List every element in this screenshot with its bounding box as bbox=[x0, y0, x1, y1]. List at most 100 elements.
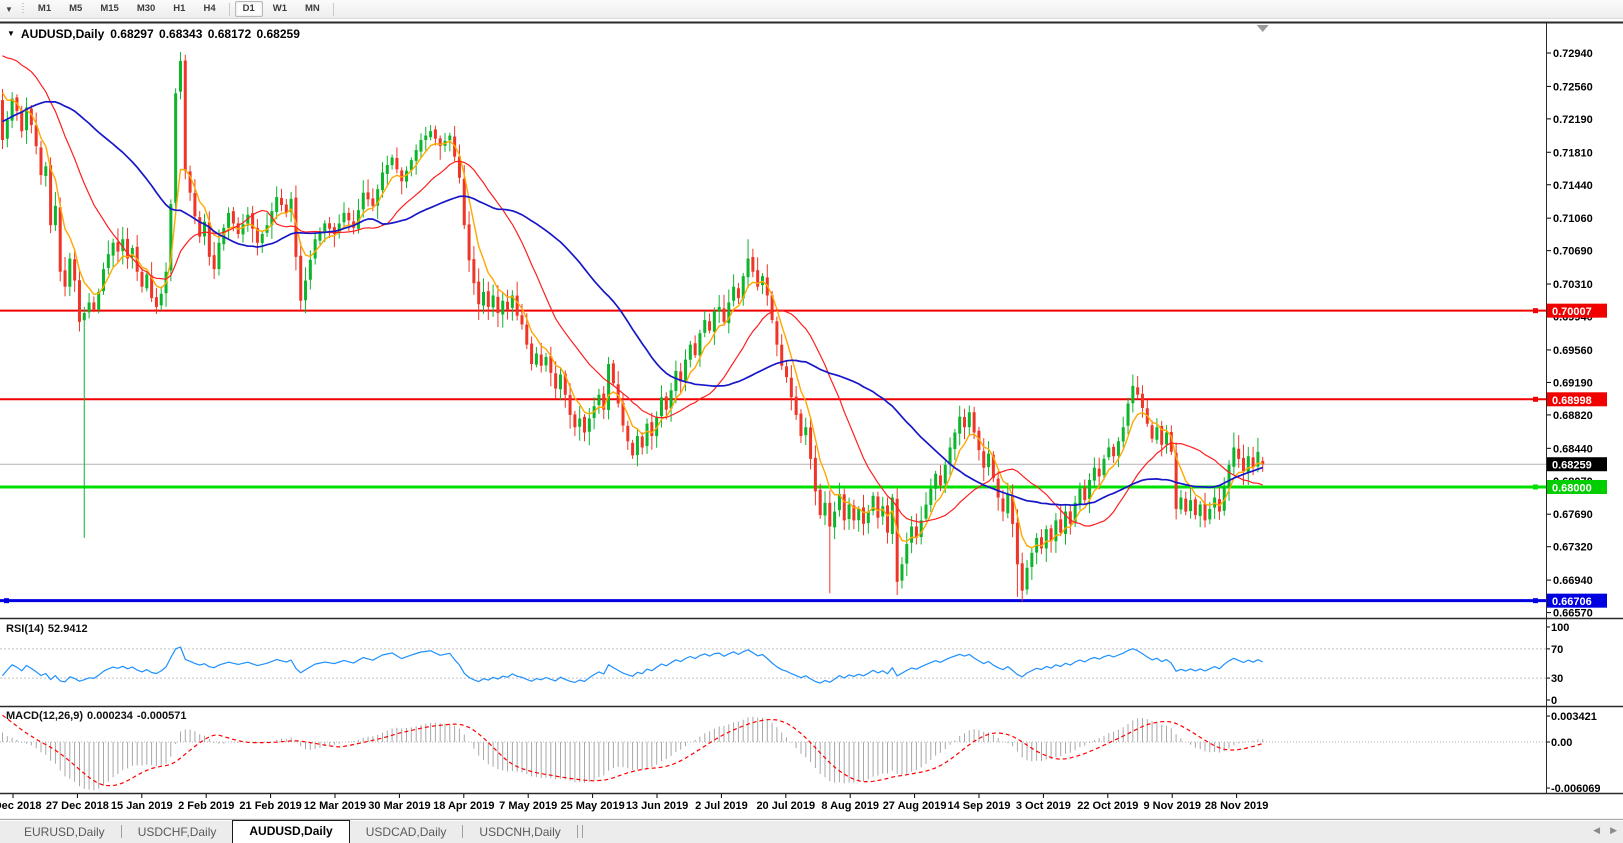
candle-body bbox=[241, 224, 245, 235]
candle-body bbox=[732, 286, 736, 301]
candle-body bbox=[1054, 520, 1058, 542]
candle-body bbox=[1001, 498, 1005, 512]
candle-body bbox=[645, 423, 649, 447]
candle-body bbox=[400, 170, 404, 182]
chart-plot-area[interactable] bbox=[0, 24, 1546, 617]
timeframe-button-h1[interactable]: H1 bbox=[173, 3, 186, 14]
candle-body bbox=[1208, 508, 1212, 520]
candle-body bbox=[255, 227, 259, 243]
candle-body bbox=[631, 442, 635, 456]
candle-body bbox=[174, 93, 178, 203]
ohlc-low: 0.68172 bbox=[207, 27, 252, 41]
candle-body bbox=[207, 222, 211, 257]
candle-body bbox=[967, 412, 971, 428]
candle-body bbox=[467, 224, 471, 261]
toolbar-grip-handle[interactable] bbox=[20, 3, 26, 15]
chart-shift-marker[interactable] bbox=[1256, 25, 1269, 32]
timeframe-button-w1[interactable]: W1 bbox=[272, 3, 288, 14]
candle-body bbox=[178, 60, 182, 92]
candle-body bbox=[958, 416, 962, 434]
timeframe-button-m5[interactable]: M5 bbox=[69, 3, 83, 14]
macd-signal-value: -0.000571 bbox=[136, 710, 187, 722]
time-axis-label: 7 May 2019 bbox=[499, 800, 557, 812]
price-badge-text: 0.66706 bbox=[1552, 596, 1592, 608]
time-axis-label: 15 Jan 2019 bbox=[111, 800, 173, 812]
time-axis-label: 20 Jul 2019 bbox=[756, 800, 815, 812]
ma-slow-line bbox=[2, 100, 1263, 506]
candle-body bbox=[231, 211, 235, 224]
time-axis-label: 21 Feb 2019 bbox=[239, 800, 301, 812]
candle-body bbox=[996, 478, 1000, 498]
tab-scroll-left-icon[interactable]: ◀ bbox=[1593, 825, 1601, 835]
timeframe-button-m15[interactable]: M15 bbox=[100, 3, 119, 14]
time-scale-area[interactable] bbox=[0, 794, 1546, 816]
tab-audusd[interactable]: AUDUSD,Daily bbox=[232, 820, 350, 843]
candle-body bbox=[760, 276, 764, 286]
chart-ohlc: 0.68297 0.68343 0.68172 0.68259 bbox=[110, 27, 302, 41]
candle-body bbox=[972, 412, 976, 433]
candle-body bbox=[1097, 468, 1101, 477]
time-axis-label: 8 Dec 2018 bbox=[0, 800, 41, 812]
candle-body bbox=[866, 511, 870, 524]
candle-body bbox=[121, 239, 125, 252]
time-axis-label: 8 Aug 2019 bbox=[821, 800, 879, 812]
macd-panel bbox=[0, 714, 1546, 791]
candle-body bbox=[1189, 500, 1193, 512]
candle-body bbox=[337, 223, 341, 234]
price-axis-label: 0.70310 bbox=[1553, 279, 1593, 291]
tab-scroll-right-icon[interactable]: ▶ bbox=[1610, 825, 1617, 835]
candle-body bbox=[289, 198, 293, 212]
toolbar-dropdown-icon[interactable]: ▼ bbox=[5, 4, 13, 14]
candle-body bbox=[987, 453, 991, 468]
time-axis-label: 14 Sep 2019 bbox=[948, 800, 1011, 812]
candle-body bbox=[1232, 447, 1236, 467]
hline-handle bbox=[1533, 484, 1538, 490]
candle-body bbox=[279, 197, 283, 205]
candle-body bbox=[409, 160, 413, 171]
candle-body bbox=[462, 178, 466, 226]
candle-body bbox=[1203, 503, 1207, 521]
candle-body bbox=[905, 544, 909, 564]
ma-mid-line bbox=[2, 55, 1263, 527]
timeframe-button-mn[interactable]: MN bbox=[305, 3, 320, 14]
time-axis-label: 12 Mar 2019 bbox=[304, 800, 366, 812]
candle-body bbox=[924, 504, 928, 519]
chart-menu-icon[interactable]: ▼ bbox=[7, 28, 15, 38]
candle-body bbox=[361, 192, 365, 210]
timeframe-button-d1[interactable]: D1 bbox=[234, 1, 263, 17]
candle-body bbox=[900, 564, 904, 581]
candle-body bbox=[49, 165, 53, 226]
candle-body bbox=[188, 171, 192, 193]
candle-body bbox=[684, 359, 688, 382]
candle-body bbox=[717, 306, 721, 312]
tab-eurusd[interactable]: EURUSD,Daily bbox=[24, 825, 105, 839]
candle-body bbox=[876, 496, 880, 518]
price-scale-area[interactable] bbox=[1547, 23, 1623, 793]
price-badge-0.68998: 0.68998 bbox=[1547, 392, 1607, 407]
tab-usdcad[interactable]: USDCAD,Daily bbox=[365, 825, 447, 839]
candle-body bbox=[539, 354, 543, 366]
timeframe-button-m1[interactable]: M1 bbox=[37, 3, 52, 14]
chart-canvas[interactable]: 100 70 30 0 0.003421 0.00 -0.006069 0.72940 0.72… bbox=[0, 19, 1623, 818]
candle-body bbox=[251, 213, 255, 229]
tab-usdchf[interactable]: USDCHF,Daily bbox=[137, 825, 217, 839]
tab-usdcnh[interactable]: USDCNH,Daily bbox=[479, 825, 561, 839]
candle-body bbox=[1241, 457, 1245, 472]
timeframe-button-h4[interactable]: H4 bbox=[203, 3, 216, 14]
candle-body bbox=[770, 295, 774, 321]
candle-body bbox=[82, 313, 86, 321]
candle-body bbox=[246, 214, 250, 226]
candle-body bbox=[1107, 447, 1111, 458]
timeframe-button-m30[interactable]: M30 bbox=[136, 3, 156, 14]
candle-body bbox=[640, 436, 644, 448]
candle-body bbox=[457, 156, 461, 178]
candle-body bbox=[621, 402, 625, 426]
price-badge-bg bbox=[1547, 479, 1607, 494]
price-axis-label: 0.68820 bbox=[1553, 410, 1593, 422]
candle-body bbox=[405, 170, 409, 182]
candle-body bbox=[587, 418, 591, 432]
candle-body bbox=[145, 274, 149, 289]
candle-body bbox=[1126, 403, 1130, 426]
price-badge-text: 0.68998 bbox=[1552, 395, 1592, 407]
candle-body bbox=[380, 172, 384, 191]
